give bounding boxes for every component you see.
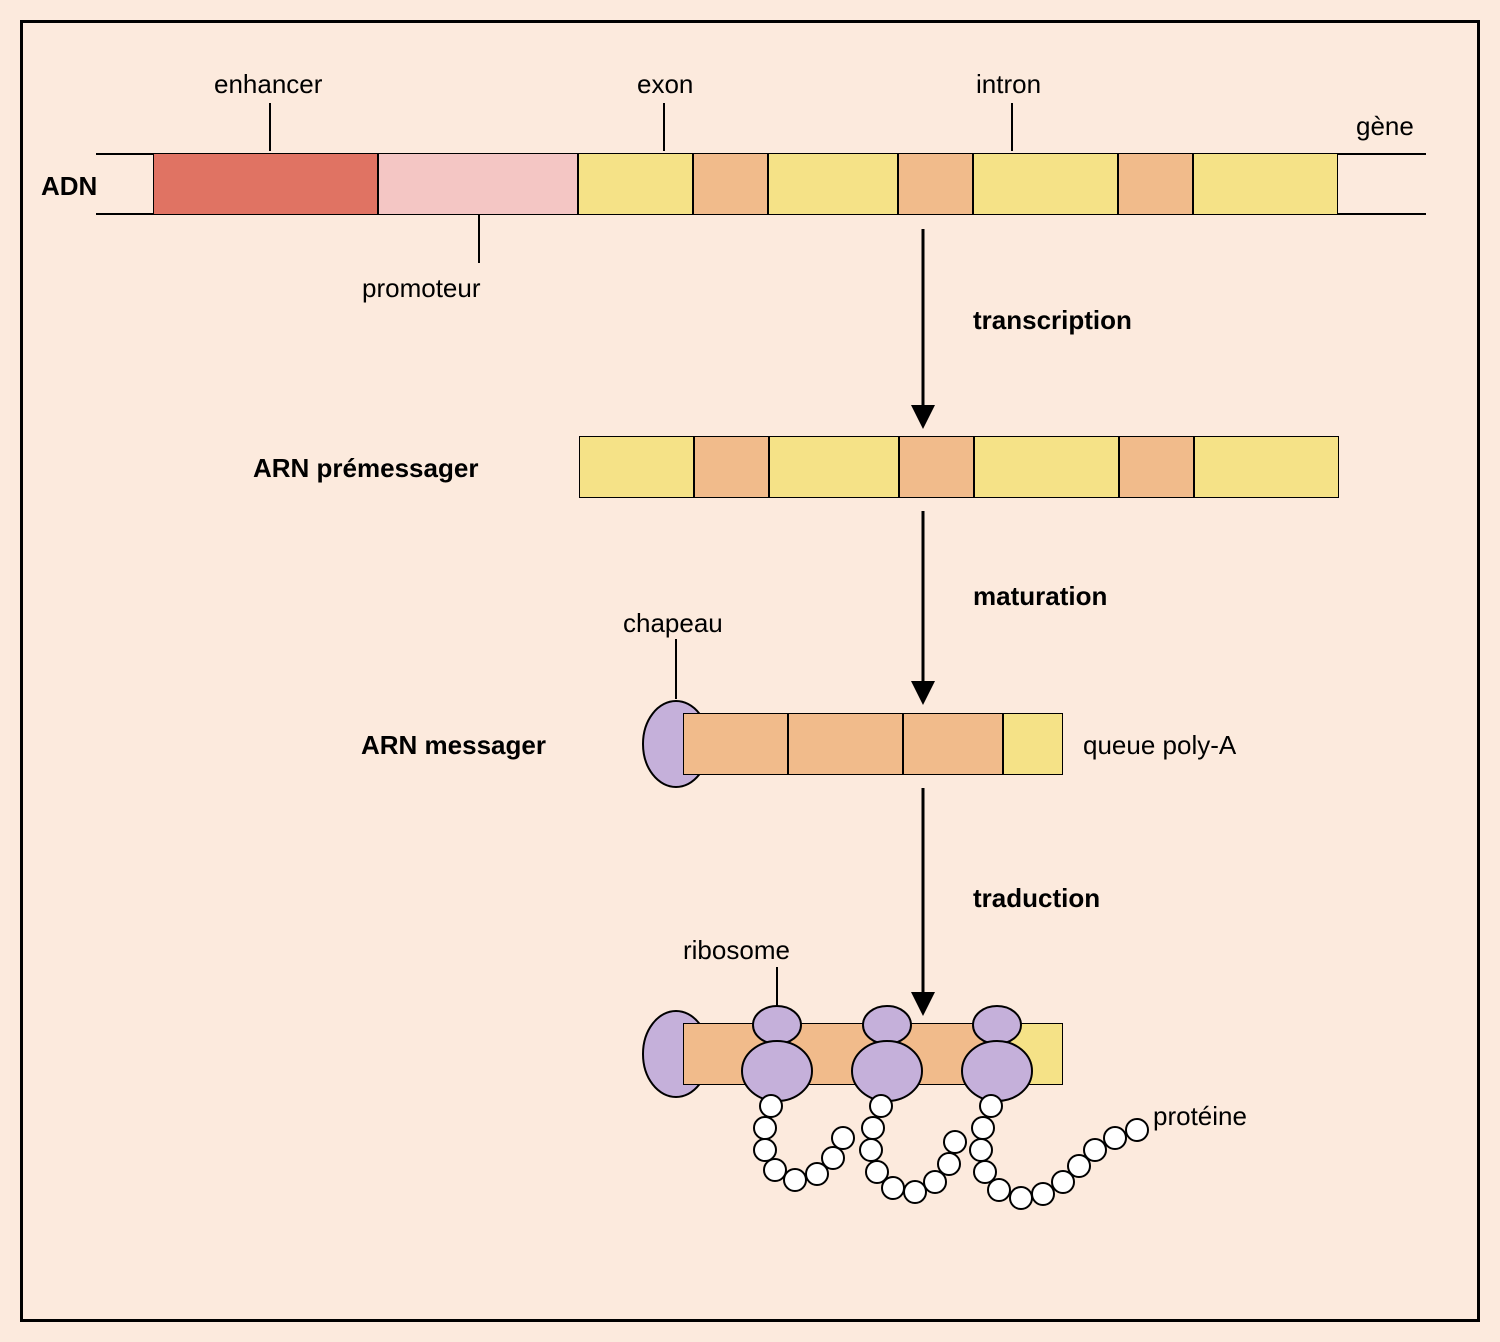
dna-intron-1 xyxy=(693,153,768,215)
mrna-seg-3 xyxy=(903,713,1003,775)
tick-exon xyxy=(663,103,665,151)
dna-intron-2 xyxy=(898,153,973,215)
premrna-exon-4 xyxy=(1194,436,1339,498)
arrow-maturation xyxy=(893,511,953,705)
label-gene: gène xyxy=(1356,111,1414,142)
premrna-intron-2 xyxy=(899,436,974,498)
tick-ribosome xyxy=(776,967,778,1010)
label-maturation: maturation xyxy=(973,581,1107,612)
label-arn-premessager: ARN prémessager xyxy=(253,453,478,484)
label-adn: ADN xyxy=(41,171,97,202)
diagram-frame: enhancer exon intron gène ADN promoteur … xyxy=(20,20,1480,1322)
label-queue-polya: queue poly-A xyxy=(1083,730,1236,761)
tick-chapeau xyxy=(675,639,677,699)
premrna-exon-3 xyxy=(974,436,1119,498)
premrna-exon-2 xyxy=(769,436,899,498)
mrna-polya xyxy=(1003,713,1063,775)
label-chapeau: chapeau xyxy=(623,608,723,639)
label-arn-messager: ARN messager xyxy=(361,730,546,761)
label-ribosome: ribosome xyxy=(683,935,790,966)
label-enhancer: enhancer xyxy=(214,69,322,100)
label-transcription: transcription xyxy=(973,305,1132,336)
label-intron: intron xyxy=(976,69,1041,100)
protein-chains xyxy=(723,1088,1193,1248)
dna-promoter xyxy=(378,153,578,215)
dna-exon-2 xyxy=(768,153,898,215)
arrow-transcription xyxy=(893,229,953,429)
arrow-traduction xyxy=(893,788,953,1016)
label-proteine: protéine xyxy=(1153,1101,1247,1132)
label-promoter: promoteur xyxy=(362,273,481,304)
dna-intron-3 xyxy=(1118,153,1193,215)
mrna-seg-1 xyxy=(683,713,788,775)
mrna-seg-2 xyxy=(788,713,903,775)
premrna-exon-1 xyxy=(579,436,694,498)
dna-exon-4 xyxy=(1193,153,1338,215)
dna-exon-3 xyxy=(973,153,1118,215)
premrna-intron-1 xyxy=(694,436,769,498)
tick-enhancer xyxy=(269,103,271,151)
dna-exon-1 xyxy=(578,153,693,215)
tick-intron xyxy=(1011,103,1013,151)
label-traduction: traduction xyxy=(973,883,1100,914)
premrna-intron-3 xyxy=(1119,436,1194,498)
label-exon: exon xyxy=(637,69,693,100)
dna-enhancer xyxy=(153,153,378,215)
translation-seg-1 xyxy=(683,1023,1003,1085)
tick-promoter xyxy=(478,215,480,263)
